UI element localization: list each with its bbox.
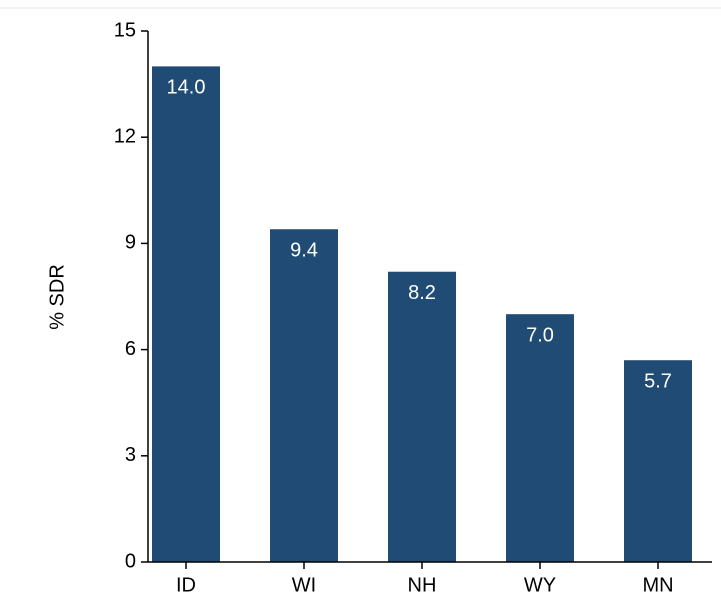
bar (152, 66, 220, 563)
value-label: 14.0 (167, 77, 206, 99)
x-tick-label: NH (408, 574, 437, 596)
bar (506, 314, 574, 562)
bar (624, 360, 692, 562)
value-label: 7.0 (526, 324, 554, 346)
y-tick-label: 9 (125, 232, 136, 254)
x-tick-label: WI (292, 574, 316, 596)
y-axis-label: % SDR (46, 264, 68, 330)
y-tick-label: 12 (114, 125, 136, 147)
value-label: 5.7 (644, 371, 672, 393)
x-tick-label: ID (176, 574, 196, 596)
y-tick-label: 15 (114, 19, 136, 41)
value-label: 9.4 (290, 240, 318, 262)
y-tick-label: 3 (125, 444, 136, 466)
x-tick-label: WY (524, 574, 556, 596)
bar (388, 271, 456, 562)
bar (270, 229, 338, 563)
value-label: 8.2 (408, 282, 436, 304)
y-tick-label: 0 (125, 550, 136, 572)
y-tick-label: 6 (125, 338, 136, 360)
x-tick-label: MN (642, 574, 673, 596)
